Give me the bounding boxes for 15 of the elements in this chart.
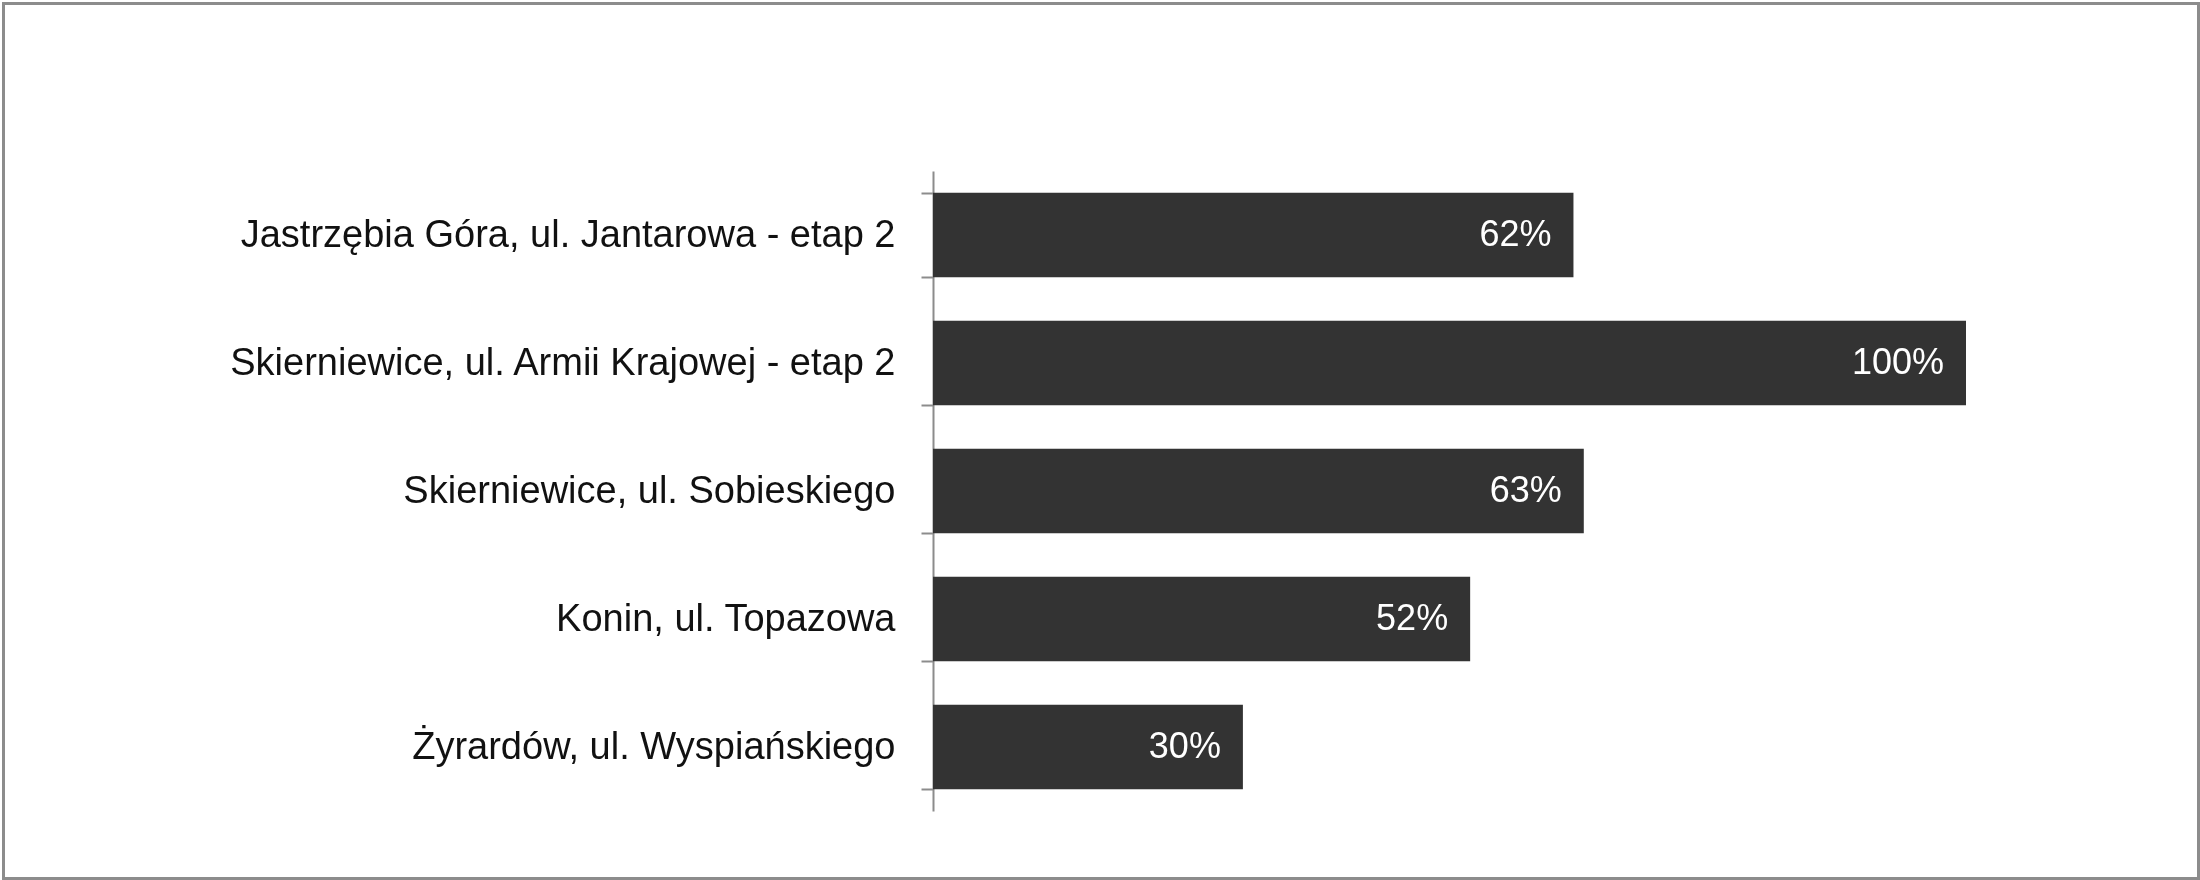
bar xyxy=(933,192,1574,278)
bar xyxy=(933,576,1471,662)
y-tick-label: Jastrzębia Góra, ul. Jantarowa - etap 2 xyxy=(240,212,896,255)
bar xyxy=(933,704,1243,790)
data-label: 30% xyxy=(1148,725,1221,766)
y-tick-label: Skierniewice, ul. Armii Krajowej - etap 2 xyxy=(230,340,896,383)
y-tick-label: Konin, ul. Topazowa xyxy=(556,596,897,639)
data-label: 63% xyxy=(1489,469,1562,510)
data-label: 62% xyxy=(1479,213,1552,254)
y-tick-label: Skierniewice, ul. Sobieskiego xyxy=(403,468,896,511)
data-label: 52% xyxy=(1376,597,1449,638)
bar xyxy=(933,448,1584,534)
data-label: 100% xyxy=(1851,341,1944,382)
y-tick-label: Żyrardów, ul. Wyspiańskiego xyxy=(412,724,896,767)
bar xyxy=(933,320,1966,406)
